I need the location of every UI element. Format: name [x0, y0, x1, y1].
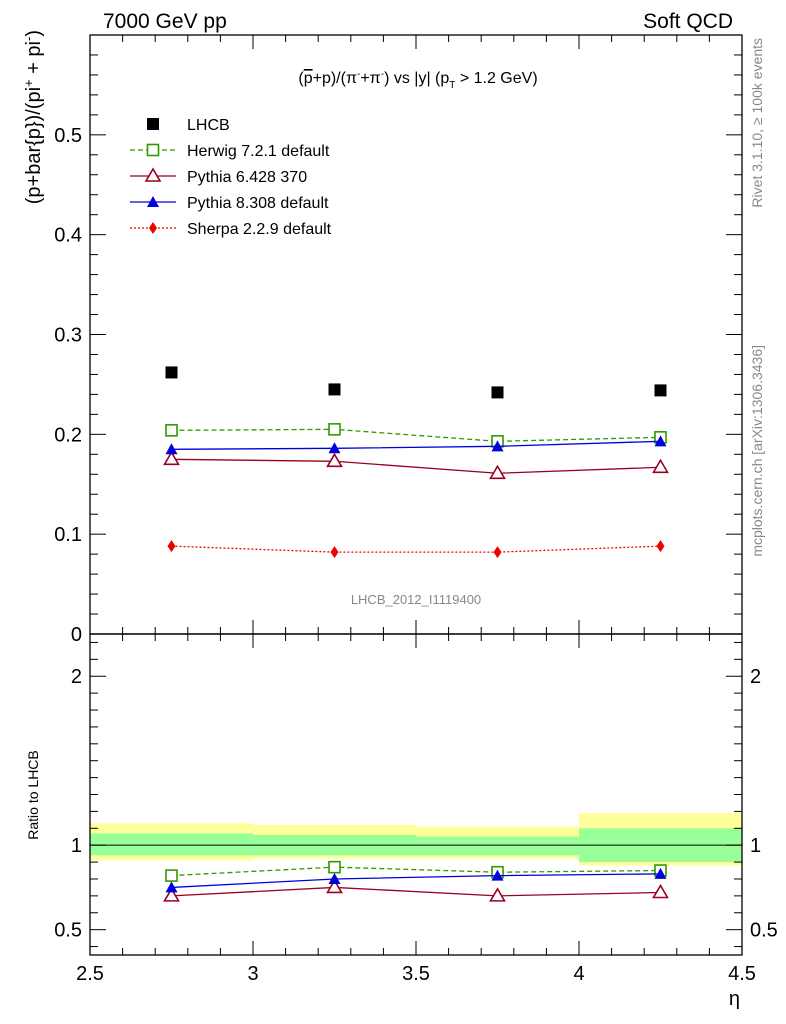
ratio-point-pythia-6-428-370 [652, 883, 669, 899]
y-tick-label: 0.4 [54, 225, 82, 247]
ratio-point-herwig-7-2-1-default [165, 869, 178, 882]
y-tick-label: 0.3 [54, 325, 82, 347]
ratio-tick-label: 1 [71, 835, 82, 857]
ratio-tick-label-right: 2 [750, 666, 761, 688]
data-point-lhcb [491, 386, 504, 399]
ratio-point-pythia-6-428-370 [489, 887, 506, 902]
x-tick-label: 3.5 [402, 963, 430, 985]
y-axis-label: (p+bar{p})/(pi+ + pi-) [21, 30, 45, 204]
ratio-tick-label-right: 1 [750, 835, 761, 857]
ratio-band-green [90, 833, 253, 856]
main-axes: 0 0.1 0.2 0.3 0.4 0.5 [54, 34, 743, 648]
ratio-band-green [416, 836, 579, 856]
data-point-pythia-6-428-370 [163, 450, 180, 466]
ratio-tick-label: 0.5 [54, 920, 82, 942]
ratio-point-herwig-7-2-1-default [328, 860, 341, 874]
ratio-point-pythia-8-308-default [654, 867, 667, 879]
ratio-line-pythia-6-428-370 [171, 886, 661, 897]
x-tick-label: 3 [247, 963, 258, 985]
header-right: Soft QCD [643, 10, 733, 33]
x-tick-label: 4 [573, 963, 584, 985]
legend-marker-pythia-6-428-370 [144, 167, 162, 182]
legend-label-pythia-8-308-default: Pythia 8.308 default [187, 195, 329, 212]
data-point-pythia-8-308-default [165, 443, 178, 455]
y-tick-label: 0 [71, 624, 82, 646]
series-line-pythia-8-308-default [171, 440, 661, 450]
legend-marker-sherpa-2-2-9-default [149, 222, 157, 234]
data-point-pythia-6-428-370 [326, 452, 343, 468]
data-point-herwig-7-2-1-default [328, 423, 341, 436]
ratio-line-herwig-7-2-1-default [171, 866, 661, 877]
legend: LHCB Herwig 7.2.1 default Pythia 6.428 370… [130, 117, 332, 238]
data-point-lhcb [654, 384, 667, 397]
y-tick-label: 0.2 [54, 424, 82, 446]
data-point-sherpa-2-2-9-default [493, 546, 502, 559]
series-line-sherpa-2-2-9-default [171, 545, 661, 553]
ratio-frame [89, 633, 743, 956]
data-point-pythia-6-428-370 [489, 464, 506, 480]
x-tick-label: 2.5 [76, 963, 104, 985]
data-point-lhcb [328, 383, 341, 396]
legend-label-lhcb: LHCB [187, 117, 230, 134]
ratio-y-label: Ratio to LHCB [25, 750, 41, 839]
header-left: 7000 GeV pp [103, 10, 227, 33]
ratio-point-pythia-6-428-370 [163, 887, 180, 902]
data-point-sherpa-2-2-9-default [330, 546, 339, 559]
mcplots-label: mcplots.cern.ch [arXiv:1306.3436] [749, 345, 765, 557]
ratio-tick-label-right: 0.5 [750, 920, 778, 942]
data-point-pythia-8-308-default [654, 435, 667, 447]
data-point-pythia-8-308-default [491, 440, 504, 452]
series-line-herwig-7-2-1-default [171, 428, 661, 442]
data-point-sherpa-2-2-9-default [656, 540, 665, 553]
x-tick-label: 4.5 [728, 963, 756, 985]
y-tick-label: 0.1 [54, 524, 82, 546]
x-axis-label: η [729, 988, 740, 1010]
legend-label-sherpa-2-2-9-default: Sherpa 2.2.9 default [187, 221, 332, 238]
legend-marker-herwig-7-2-1-default [146, 143, 160, 157]
data-point-lhcb [165, 366, 178, 379]
data-point-pythia-6-428-370 [652, 458, 669, 474]
chart-title: (p+p)/(π-+π-) vs |y| (pT > 1.2 GeV) [298, 69, 537, 91]
ratio-line-pythia-8-308-default [171, 873, 661, 889]
legend-marker-lhcb [147, 118, 159, 130]
data-point-sherpa-2-2-9-default [167, 540, 176, 553]
ratio-point-pythia-6-428-370 [326, 878, 343, 894]
data-point-pythia-8-308-default [328, 442, 341, 454]
legend-label-pythia-6-428-370: Pythia 6.428 370 [187, 169, 307, 186]
ratio-point-pythia-8-308-default [491, 869, 504, 881]
ratio-point-pythia-8-308-default [328, 872, 341, 884]
y-tick-label: 0.5 [54, 125, 82, 147]
series-line-pythia-6-428-370 [171, 458, 661, 474]
ratio-axes: 2.5 3 3.5 4 4.5 0.5 0.5 1 1 2 2 [54, 633, 778, 985]
legend-label-herwig-7-2-1-default: Herwig 7.2.1 default [187, 143, 330, 160]
legend-marker-pythia-8-308-default [147, 196, 159, 207]
ratio-tick-label: 2 [71, 666, 82, 688]
ratio-point-pythia-8-308-default [165, 881, 178, 893]
rivet-label: Rivet 3.1.10, ≥ 100k events [749, 38, 765, 208]
watermark: LHCB_2012_I1119400 [351, 592, 481, 607]
data-point-herwig-7-2-1-default [165, 424, 178, 437]
